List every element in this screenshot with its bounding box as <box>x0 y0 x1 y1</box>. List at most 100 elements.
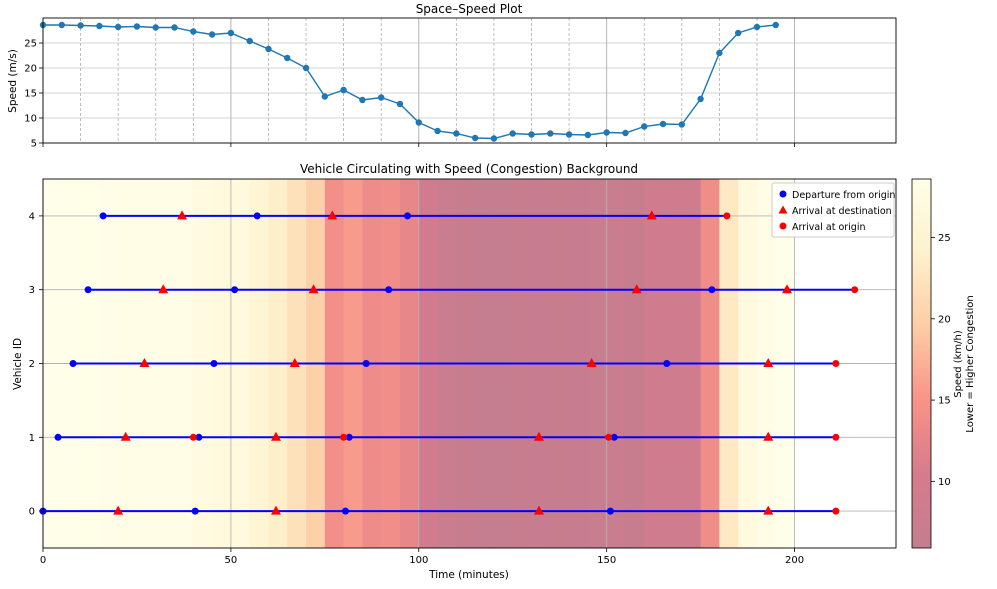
vehicle-4-departure-marker <box>253 212 261 220</box>
speed-point <box>509 130 516 137</box>
speed-series-line <box>43 24 776 140</box>
top-chart-ylabel: Speed (m/s) <box>7 49 19 113</box>
vehicle-1-departure-marker <box>610 433 618 441</box>
colorbar-gradient <box>911 178 932 549</box>
vehicle-4-departure-marker <box>403 212 411 220</box>
legend-arrival-destination-marker <box>778 205 788 214</box>
colorbar-tick-label: 20 <box>938 314 951 325</box>
vehicle-2-arrival-destination-marker <box>139 358 150 367</box>
speed-point <box>547 130 554 137</box>
bottom-xtick-label: 100 <box>409 555 428 566</box>
bottom-ytick-label: 4 <box>29 211 35 222</box>
speed-point <box>58 21 65 29</box>
colorbar-label: Speed (km/h) <box>953 330 964 398</box>
colorbar-tick-label: 15 <box>938 396 951 407</box>
speed-point <box>565 131 573 138</box>
vehicle-0-arrival-destination-marker <box>763 505 774 515</box>
vehicle-1-arrival-origin-marker <box>340 433 348 441</box>
vehicle-3-arrival-destination-marker <box>782 284 793 294</box>
vehicle-0-departure-marker <box>606 507 614 515</box>
vehicle-3-departure-marker <box>231 286 239 294</box>
speed-point <box>133 23 141 30</box>
speed-point <box>227 29 235 37</box>
top-ytick-label: 25 <box>24 39 37 50</box>
vehicle-2-departure-marker <box>362 360 370 367</box>
vehicle-1-arrival-destination-marker <box>270 431 281 441</box>
speed-point <box>284 54 291 62</box>
colorbar-sublabel: Lower = Higher Congestion <box>965 295 976 432</box>
colorbar-tick-label: 10 <box>938 477 951 488</box>
speed-point <box>603 129 610 136</box>
bottom-xtick-label: 200 <box>785 555 804 566</box>
speed-point <box>434 127 441 135</box>
vehicle-2-arrival-origin-marker <box>832 360 840 367</box>
speed-point <box>246 37 253 45</box>
speed-point <box>77 22 84 29</box>
vehicle-2-departure-marker <box>663 360 671 367</box>
top-ytick-label: 10 <box>24 114 37 125</box>
top-plot-frame <box>42 17 897 144</box>
vehicle-2-arrival-destination-marker <box>289 358 300 367</box>
bottom-xtick-label: 0 <box>40 555 46 566</box>
speed-point <box>377 94 385 101</box>
vehicle-2-arrival-destination-marker <box>763 358 774 367</box>
bottom-plot-frame <box>42 178 897 549</box>
speed-point <box>152 24 159 31</box>
legend-arrival-origin-marker <box>779 222 787 230</box>
legend-departure-marker <box>779 190 787 198</box>
vehicle-1-departure-marker <box>345 433 353 441</box>
speed-point <box>302 64 310 72</box>
legend-departure-label: Departure from origin <box>792 190 895 201</box>
vehicle-3-departure-marker <box>84 286 92 294</box>
top-plot-background <box>43 18 896 143</box>
vehicle-3-arrival-destination-marker <box>308 284 319 294</box>
bottom-ytick-label: 3 <box>29 285 35 296</box>
vehicle-1-departure-marker <box>195 433 203 441</box>
vehicle-0-arrival-destination-marker <box>534 505 545 515</box>
speed-point <box>622 129 629 137</box>
speed-point <box>396 100 404 108</box>
vehicle-1-arrival-destination-marker <box>120 431 131 441</box>
speed-point <box>734 29 742 37</box>
speed-point <box>321 93 329 100</box>
speed-point <box>471 134 479 142</box>
speed-point <box>415 119 422 126</box>
speed-point <box>753 23 761 31</box>
legend: Departure from origin Arrival at destina… <box>771 182 895 238</box>
top-ytick-label: 20 <box>24 64 37 75</box>
bottom-chart-plot-area: 0 50 100 150 200 0 1 2 3 4 <box>29 178 897 566</box>
vehicle-3-arrival-destination-marker <box>631 284 642 294</box>
vehicle-1-arrival-origin-marker <box>189 433 197 441</box>
speed-point <box>171 24 178 31</box>
speed-point <box>584 131 592 139</box>
vehicle-2-departure-marker <box>210 360 218 367</box>
speed-point <box>96 22 103 30</box>
speed-point <box>716 49 723 57</box>
speed-point <box>697 95 704 103</box>
vehicle-3-arrival-origin-marker <box>851 286 859 294</box>
speed-point <box>340 86 347 94</box>
speed-point <box>453 130 460 137</box>
speed-point <box>265 45 272 53</box>
vehicle-4-arrival-origin-marker <box>723 212 731 220</box>
vehicle-3-departure-marker <box>385 286 393 294</box>
vehicle-0-departure-marker <box>341 507 349 515</box>
vehicle-0-arrival-destination-marker <box>113 505 124 515</box>
vehicle-3-arrival-destination-marker <box>158 284 169 294</box>
colorbar: 10 15 20 25 <box>911 178 951 549</box>
vehicle-0-departure-marker <box>191 507 199 515</box>
speed-point <box>641 123 648 130</box>
speed-point <box>678 121 686 128</box>
speed-point <box>208 31 216 38</box>
legend-box <box>771 182 895 238</box>
bottom-ytick-label: 0 <box>29 507 35 518</box>
vehicle-4-arrival-destination-marker <box>646 210 657 220</box>
bottom-chart-xlabel: Time (minutes) <box>428 569 509 581</box>
vehicle-2-departure-marker <box>69 360 77 367</box>
bottom-xtick-label: 50 <box>225 555 238 566</box>
speed-point <box>490 135 498 142</box>
vehicle-0-arrival-origin-marker <box>832 507 840 515</box>
top-chart-plot-area: 5 10 15 20 25 <box>24 17 897 150</box>
colorbar-tick-label: 25 <box>938 233 951 244</box>
